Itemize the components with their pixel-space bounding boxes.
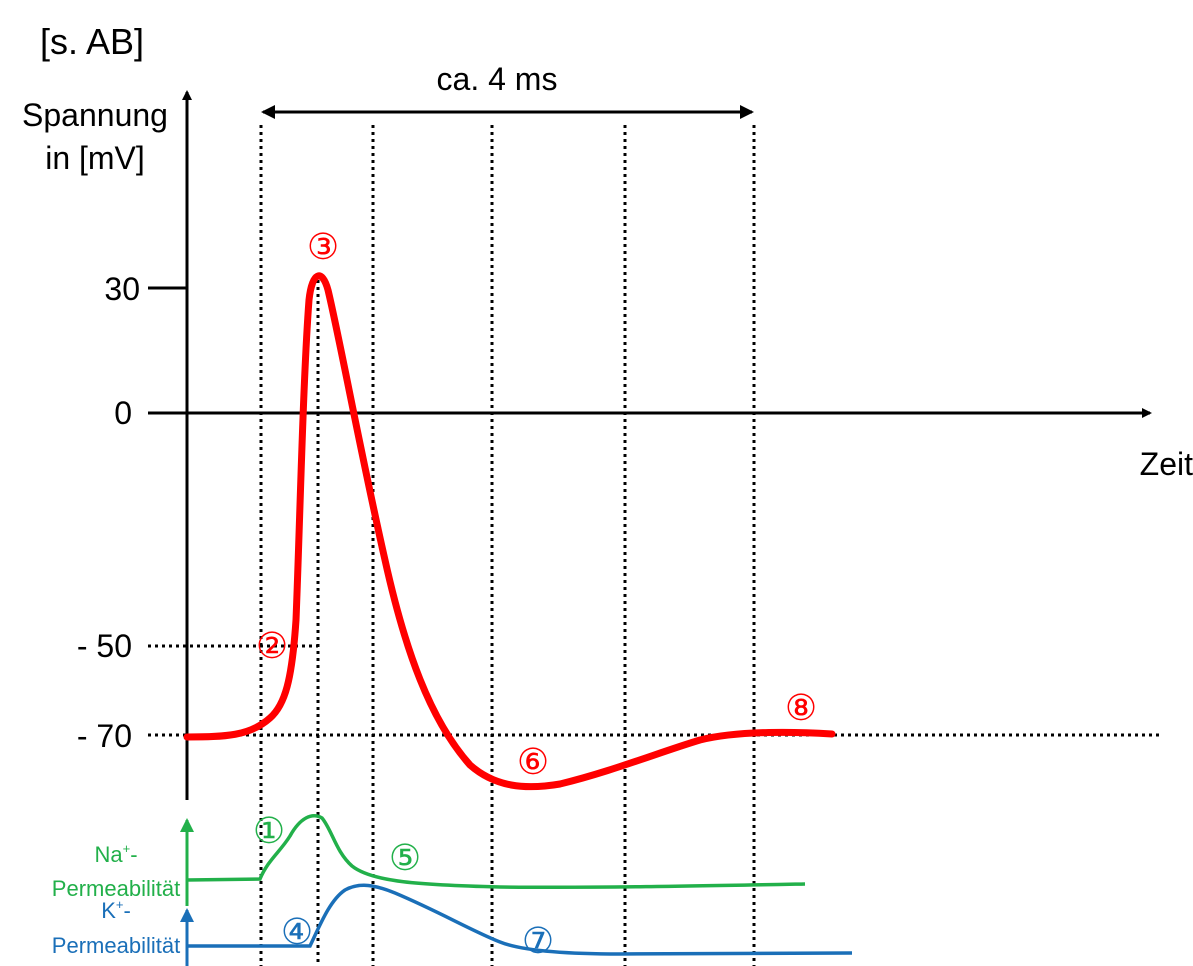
marker-8: ⑧	[785, 688, 817, 729]
k-label-line1: K+-	[101, 897, 131, 923]
y-axis-label-line2: in [mV]	[45, 140, 145, 176]
k-permeability-curve	[187, 883, 853, 956]
na-label-line2: Permeabilität	[52, 876, 180, 901]
duration-label: ca. 4 ms	[437, 61, 558, 97]
header-note: [s. AB]	[40, 21, 144, 62]
marker-4: ④	[281, 912, 313, 953]
k-axis-arrowhead	[180, 908, 194, 922]
na-permeability-curve	[186, 814, 806, 890]
x-axis-label: Zeit	[1140, 446, 1193, 482]
tick-label-0: 0	[114, 395, 132, 431]
marker-3: ③	[307, 227, 339, 268]
marker-5: ⑤	[389, 838, 421, 879]
na-axis-arrowhead	[180, 818, 194, 832]
marker-1: ①	[253, 811, 285, 852]
membrane-potential-curve	[183, 272, 836, 791]
na-label-line1: Na+-	[94, 841, 137, 867]
tick-label-30: 30	[104, 271, 140, 307]
marker-7: ⑦	[522, 921, 554, 962]
k-label-line2: Permeabilität	[52, 933, 180, 958]
marker-2: ②	[256, 626, 288, 667]
tick-label-minus-50: - 50	[77, 628, 132, 664]
marker-6: ⑥	[517, 742, 549, 783]
tick-label-minus-70: - 70	[77, 718, 132, 754]
y-axis-label-line1: Spannung	[22, 97, 168, 133]
